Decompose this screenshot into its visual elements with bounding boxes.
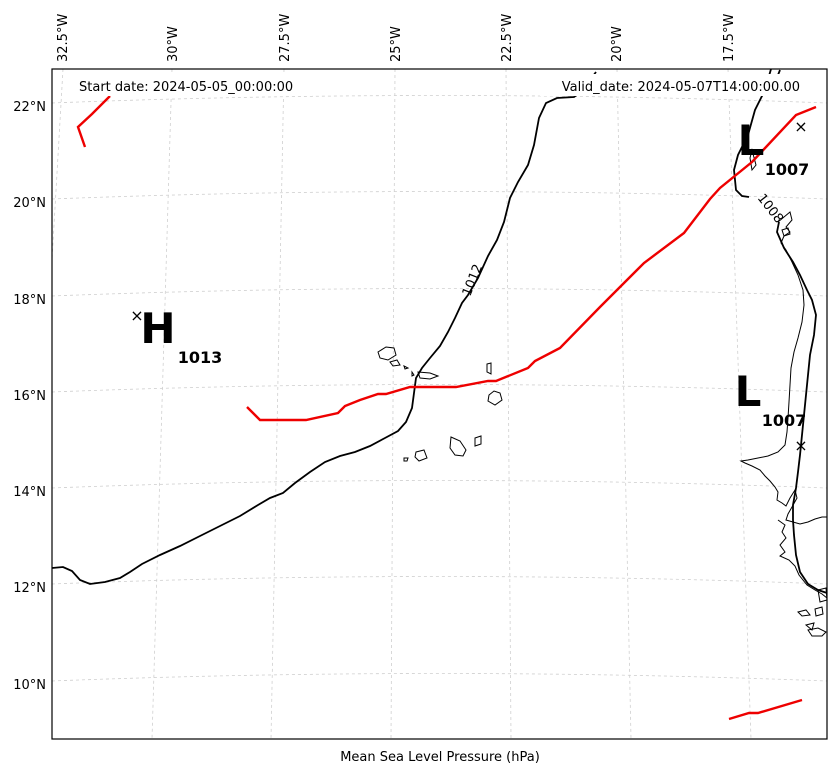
low-pressure-center: × L 1007 xyxy=(735,367,808,455)
coastline xyxy=(807,627,827,637)
meridian-line xyxy=(727,69,752,739)
cape-verde-islands xyxy=(377,346,503,462)
lat-tick-label: 12°N xyxy=(13,581,46,596)
lon-tick-label: 22.5°W xyxy=(500,14,515,62)
meridian-line xyxy=(390,69,396,739)
map-caption: Mean Sea Level Pressure (hPa) xyxy=(340,750,540,765)
island xyxy=(389,359,401,367)
lat-tick-label: 22°N xyxy=(13,100,46,115)
island xyxy=(486,362,492,375)
lat-tick-label: 18°N xyxy=(13,293,46,308)
coastline xyxy=(814,606,824,617)
center-type-letter: L xyxy=(735,367,762,416)
island xyxy=(449,436,467,457)
low-pressure-center: × L 1007 xyxy=(738,116,810,179)
graticule xyxy=(52,69,827,739)
island xyxy=(403,457,409,462)
center-pressure-value: 1013 xyxy=(178,348,223,367)
meridian-line xyxy=(505,69,512,739)
parallel-line xyxy=(52,673,827,682)
island xyxy=(377,346,397,361)
valid-date-background xyxy=(540,74,805,96)
lon-tick-label: 27.5°W xyxy=(278,14,293,62)
high-pressure-center: × H 1013 xyxy=(130,304,222,367)
start-date-label: Start date: 2024-05-05_00:00:00 xyxy=(79,80,293,95)
lon-tick-label: 30°W xyxy=(166,26,181,62)
center-marker: × xyxy=(130,306,143,325)
isobar-1012 xyxy=(52,71,597,585)
parallel-line xyxy=(52,288,827,297)
island xyxy=(414,449,428,462)
front-line xyxy=(728,698,803,721)
lon-tick-label: 17.5°W xyxy=(722,14,737,62)
lon-tick-label: 20°W xyxy=(610,26,625,62)
meridian-line xyxy=(270,69,285,739)
lon-tick-label: 25°W xyxy=(389,26,404,62)
latitude-tick-labels: 22°N 20°N 18°N 16°N 14°N 12°N 10°N xyxy=(13,100,46,693)
map-frame xyxy=(51,68,828,740)
parallel-line xyxy=(52,191,827,200)
meridian-line xyxy=(151,69,173,739)
parallel-line xyxy=(52,480,827,489)
parallel-line xyxy=(52,576,827,585)
lat-tick-label: 14°N xyxy=(13,485,46,500)
meridian-line xyxy=(616,69,632,739)
front-line xyxy=(246,105,817,422)
lat-tick-label: 16°N xyxy=(13,389,46,404)
island xyxy=(411,370,415,377)
valid-date-label: Valid_date: 2024-05-07T14:00:00.00 xyxy=(562,80,800,95)
start-date-background xyxy=(72,74,312,96)
map-plot-area: 1012 1008 × H 1013 × L 1007 × L 10 xyxy=(52,69,827,739)
longitude-tick-labels: 32.5°W 30°W 27.5°W 25°W 22.5°W 20°W 17.5… xyxy=(56,14,737,62)
lat-tick-label: 10°N xyxy=(13,678,46,693)
island xyxy=(403,365,410,370)
parallel-line xyxy=(52,95,827,104)
isobar-1008 xyxy=(776,221,827,594)
front-line xyxy=(76,95,111,148)
island xyxy=(417,371,440,380)
center-type-letter: L xyxy=(738,116,765,165)
isobar-1008 xyxy=(733,69,772,198)
coastline xyxy=(817,587,827,603)
coastline xyxy=(781,227,791,237)
pressure-centers: × H 1013 × L 1007 × L 1007 xyxy=(130,116,809,455)
lat-tick-label: 20°N xyxy=(13,196,46,211)
parallel-line xyxy=(52,384,827,393)
center-type-letter: H xyxy=(140,304,175,353)
lon-tick-label: 32.5°W xyxy=(56,14,71,62)
center-marker: × xyxy=(794,117,807,136)
island xyxy=(474,435,482,447)
meridian-line xyxy=(52,69,64,261)
contour-label: 1008 xyxy=(754,191,786,226)
contour-label: 1012 xyxy=(460,262,486,298)
coastline xyxy=(777,519,827,599)
center-pressure-value: 1007 xyxy=(762,411,807,430)
center-pressure-value: 1007 xyxy=(765,160,810,179)
island xyxy=(487,390,503,406)
coastline xyxy=(797,609,811,617)
fronts xyxy=(76,95,817,721)
coastline xyxy=(804,622,815,631)
center-marker: × xyxy=(794,436,807,455)
